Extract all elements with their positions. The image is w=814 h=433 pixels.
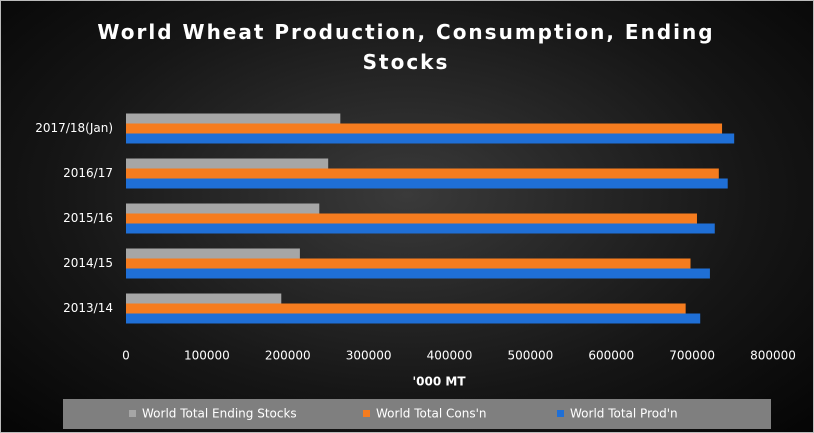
x-tick-label: 300000 [346,349,392,363]
bar [126,113,341,124]
legend-swatch [129,410,136,417]
y-tick-label: 2013/14 [63,301,113,315]
legend-label: World Total Prod'n [570,407,678,421]
legend-swatch [557,410,564,417]
bar [126,123,723,134]
bar [126,248,300,259]
bar [126,258,691,269]
x-tick-label: 100000 [184,349,230,363]
x-tick-label: 600000 [588,349,634,363]
x-tick-label: 200000 [265,349,311,363]
bar [126,203,320,214]
x-tick-label: 0 [122,349,130,363]
bar [126,168,719,179]
bar [126,213,697,224]
y-tick-label: 2016/17 [63,166,113,180]
legend: World Total Ending Stocks World Total Con… [129,407,678,421]
bar [126,268,710,279]
legend-box [63,399,771,429]
bar [126,158,329,169]
bar [126,293,282,304]
legend-label: World Total Cons'n [376,407,487,421]
bar [126,178,728,189]
x-tick-label: 400000 [427,349,473,363]
chart-title: World Wheat Production, Consumption, End… [97,20,715,74]
x-tick-label: 700000 [669,349,715,363]
x-tick-label: 500000 [507,349,553,363]
legend-label: World Total Ending Stocks [142,407,297,421]
x-axis-title: '000 MT [412,375,466,389]
bar [126,133,735,144]
bar [126,303,686,314]
bar [126,223,715,234]
legend-swatch [363,410,370,417]
x-tick-label: 800000 [750,349,796,363]
bar [126,313,701,324]
y-tick-label: 2015/16 [63,211,113,225]
y-tick-label: 2017/18(Jan) [35,121,113,135]
y-tick-label: 2014/15 [63,256,113,270]
